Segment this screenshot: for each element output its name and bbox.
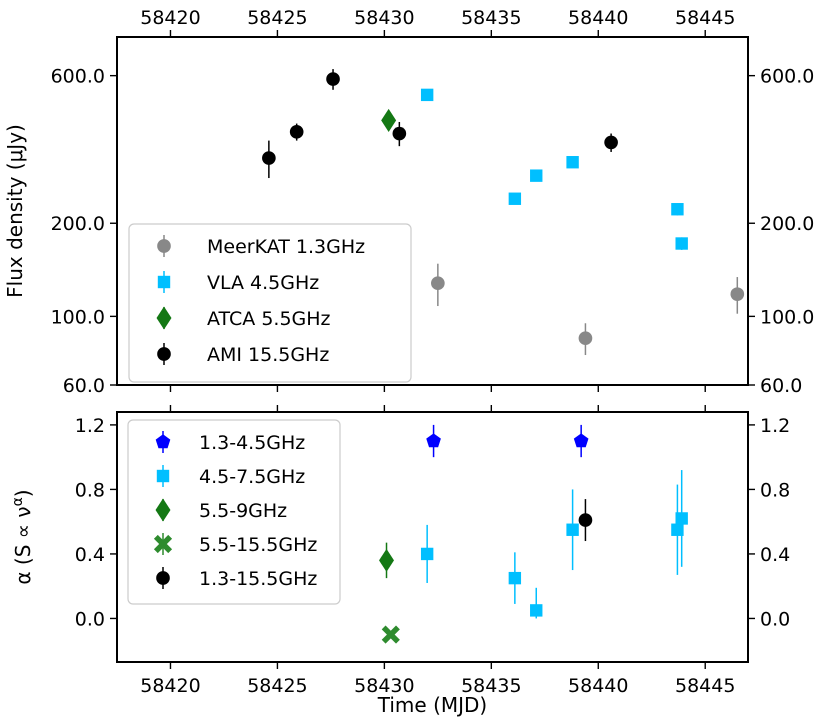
- data-point: [675, 237, 688, 250]
- top-panel-ticks: 58420 58425 58430 58435 58440 58445 60.0 60.0 10…: [51, 7, 815, 397]
- x-tick-label-top: 58440: [568, 7, 628, 29]
- legend-frame: [127, 419, 341, 605]
- bottom-y-axis-title: α (S ∝ να): [10, 489, 35, 584]
- data-point: [262, 151, 276, 165]
- y-tick-label-right: 100.0: [760, 306, 814, 328]
- flux-density-panel: 58420 58425 58430 58435 58440 58445 60.0 60.0 10…: [3, 7, 814, 397]
- top-panel-frame: [116, 36, 749, 386]
- data-point: [508, 571, 522, 585]
- legend-marker: [157, 239, 171, 253]
- data-point: [530, 169, 543, 182]
- legend-marker: [156, 571, 170, 585]
- spectral-index-panel: 58420 58425 58430 58435 58440 58445 0.0 0.0 0.4 0…: [10, 405, 790, 717]
- data-point: [604, 135, 618, 150]
- data-point: [566, 156, 579, 169]
- legend-marker: [157, 347, 171, 361]
- y-tick-label: 1.2: [75, 415, 105, 437]
- data-point: [671, 203, 684, 216]
- y-tick-label: 0.8: [75, 479, 105, 501]
- legend-label: AMI 15.5GHz: [207, 344, 329, 366]
- data-point: [530, 604, 543, 617]
- data-point: [420, 547, 434, 561]
- y-tick-label: 0.4: [75, 544, 105, 566]
- x-tick-label-top: 58435: [461, 7, 521, 29]
- legend-label: VLA 4.5GHz: [207, 272, 319, 294]
- legend-marker: [155, 434, 171, 449]
- top-panel-data-points: [262, 69, 745, 356]
- bottom-panel-legend: 1.3-4.5GHz 4.5-7.5GHz 5.5-9GHz 5.5-15.5GHz 1…: [127, 419, 341, 605]
- legend-marker: [157, 275, 171, 289]
- legend-marker: [156, 469, 170, 483]
- legend-label: 1.3-15.5GHz: [199, 568, 317, 590]
- top-y-axis-title: Flux density (μJy): [3, 124, 27, 298]
- data-point: [326, 72, 340, 86]
- y-tick-label-right: 0.0: [760, 608, 790, 630]
- y-tick-label-right: 600.0: [760, 66, 814, 88]
- x-tick-label: 58430: [354, 675, 414, 697]
- data-point: [381, 108, 397, 132]
- y-tick-label: 600.0: [51, 66, 105, 88]
- legend-label: 5.5-15.5GHz: [199, 534, 317, 556]
- legend-label: ATCA 5.5GHz: [207, 308, 331, 330]
- data-point: [381, 625, 400, 644]
- data-point: [578, 513, 593, 527]
- x-axis-title: Time (MJD): [377, 693, 487, 717]
- x-tick-label-top: 58425: [247, 7, 307, 29]
- y-tick-label-right: 200.0: [760, 213, 814, 235]
- y-tick-label: 0.0: [75, 608, 105, 630]
- legend-marker: [155, 498, 171, 522]
- y-tick-label: 200.0: [51, 213, 105, 235]
- data-point: [289, 124, 304, 139]
- data-point: [431, 276, 445, 291]
- data-point: [508, 192, 522, 205]
- y-tick-label: 60.0: [63, 375, 105, 397]
- data-point: [379, 548, 394, 572]
- data-point: [671, 523, 684, 536]
- x-tick-label: 58440: [568, 675, 628, 697]
- y-tick-label-right: 60.0: [760, 375, 802, 397]
- data-point: [730, 287, 745, 301]
- legend-label: 5.5-9GHz: [199, 500, 287, 522]
- data-point: [420, 88, 434, 102]
- x-tick-label: 58420: [140, 675, 200, 697]
- data-point: [675, 512, 688, 525]
- x-tick-label-top: 58430: [354, 7, 414, 29]
- legend-frame: [128, 223, 412, 383]
- x-tick-label: 58435: [461, 675, 521, 697]
- bottom-panel-ticks: 58420 58425 58430 58435 58440 58445 0.0 0.0 0.4 0…: [75, 405, 790, 697]
- data-point: [426, 433, 441, 448]
- bottom-panel-frame: [116, 411, 749, 663]
- legend-marker: [156, 306, 172, 330]
- x-tick-label-top: 58420: [140, 7, 200, 29]
- data-point: [566, 523, 579, 536]
- bottom-panel-data-points: [379, 424, 688, 644]
- legend-label: 1.3-4.5GHz: [199, 432, 305, 454]
- x-tick-label: 58445: [675, 675, 735, 697]
- x-tick-label-top: 58445: [675, 7, 735, 29]
- x-tick-label: 58425: [247, 675, 307, 697]
- data-point: [392, 126, 407, 141]
- data-point: [578, 331, 593, 346]
- y-tick-label-right: 0.8: [760, 479, 790, 501]
- legend-label: MeerKAT 1.3GHz: [207, 236, 365, 258]
- data-point: [573, 433, 589, 448]
- y-tick-label-right: 0.4: [760, 544, 790, 566]
- y-tick-label: 100.0: [51, 306, 105, 328]
- y-tick-label-right: 1.2: [760, 415, 790, 437]
- legend-marker: [153, 534, 173, 554]
- top-panel-legend: MeerKAT 1.3GHz VLA 4.5GHz ATCA 5.5GHz AMI 1…: [128, 223, 412, 383]
- legend-label: 4.5-7.5GHz: [199, 466, 305, 488]
